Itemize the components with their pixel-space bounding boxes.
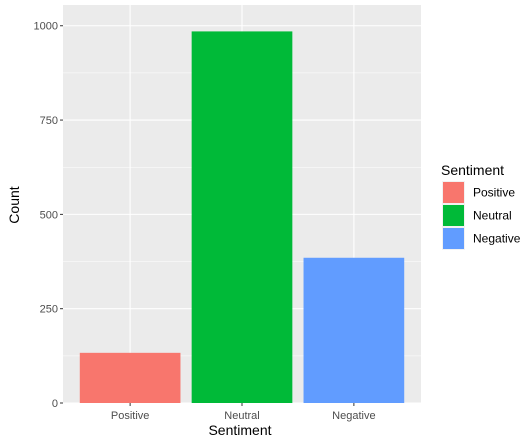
x-tick-label: Positive: [111, 410, 150, 422]
y-tick-label: 1000: [34, 21, 58, 33]
y-tick-label: 750: [40, 115, 58, 127]
x-axis-title: Sentiment: [208, 422, 271, 438]
y-tick-label: 500: [40, 209, 58, 221]
legend: Sentiment Positive Neutral Negative: [441, 162, 521, 250]
y-tick-label: 250: [40, 304, 58, 316]
bar-neutral: [191, 31, 293, 403]
legend-key-positive: [443, 182, 464, 203]
legend-label-neutral: Neutral: [473, 209, 512, 223]
legend-label-negative: Negative: [473, 232, 521, 246]
y-tick-label: 0: [52, 398, 58, 410]
axes: 0 250 500 750 1000 Positive Neutral Negative: [34, 21, 376, 422]
bar-positive: [79, 352, 181, 403]
bar-negative: [303, 257, 405, 403]
y-axis-title: Count: [6, 186, 22, 223]
x-tick-label: Neutral: [224, 410, 259, 422]
legend-key-neutral: [443, 205, 464, 226]
legend-title: Sentiment: [441, 162, 504, 178]
bars: [79, 31, 405, 403]
legend-label-positive: Positive: [473, 186, 515, 200]
x-tick-label: Negative: [332, 410, 375, 422]
legend-key-negative: [443, 228, 464, 249]
